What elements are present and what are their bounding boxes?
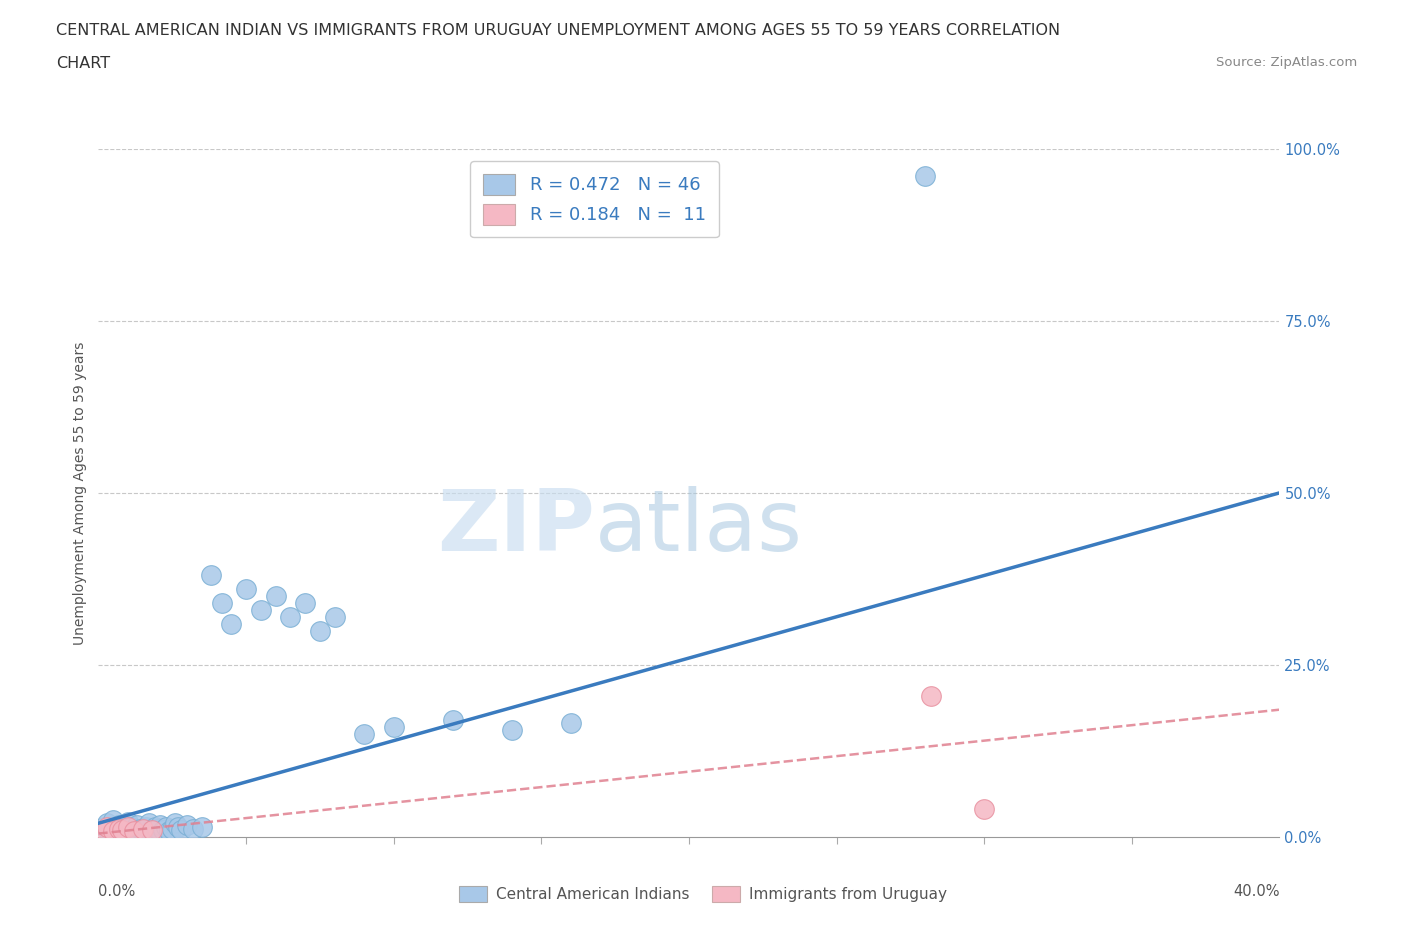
Point — [138, 816, 160, 830]
Point — [111, 823, 134, 838]
Point — [278, 609, 302, 624]
Point — [176, 817, 198, 832]
Point — [294, 595, 316, 610]
Point — [111, 821, 134, 836]
Point — [155, 819, 177, 834]
Text: 40.0%: 40.0% — [1233, 884, 1279, 898]
Point — [441, 712, 464, 727]
Point — [108, 821, 131, 836]
Point — [120, 819, 142, 834]
Point — [105, 826, 128, 841]
Point — [914, 169, 936, 184]
Text: CENTRAL AMERICAN INDIAN VS IMMIGRANTS FROM URUGUAY UNEMPLOYMENT AMONG AGES 55 TO: CENTRAL AMERICAN INDIAN VS IMMIGRANTS FR… — [56, 23, 1060, 38]
Point — [250, 603, 273, 618]
Legend: Central American Indians, Immigrants from Uruguay: Central American Indians, Immigrants fro… — [453, 880, 953, 909]
Point — [93, 819, 115, 834]
Point — [114, 824, 136, 839]
Point — [128, 821, 150, 836]
Point — [96, 819, 118, 834]
Point — [117, 819, 139, 834]
Point — [191, 819, 214, 834]
Point — [117, 815, 139, 830]
Point — [108, 817, 131, 832]
Point — [162, 821, 183, 836]
Y-axis label: Unemployment Among Ages 55 to 59 years: Unemployment Among Ages 55 to 59 years — [73, 341, 87, 644]
Point — [141, 823, 163, 838]
Point — [973, 802, 995, 817]
Point — [211, 595, 233, 610]
Point — [264, 589, 287, 604]
Point — [143, 819, 166, 834]
Legend: R = 0.472   N = 46, R = 0.184   N =  11: R = 0.472 N = 46, R = 0.184 N = 11 — [471, 161, 718, 237]
Point — [235, 582, 257, 597]
Point — [165, 816, 187, 830]
Point — [170, 823, 193, 838]
Point — [103, 813, 125, 828]
Text: atlas: atlas — [595, 485, 803, 569]
Text: ZIP: ZIP — [437, 485, 595, 569]
Point — [382, 720, 405, 735]
Point — [157, 824, 180, 839]
Point — [135, 819, 157, 834]
Point — [560, 716, 582, 731]
Point — [122, 823, 145, 838]
Text: 0.0%: 0.0% — [98, 884, 135, 898]
Text: CHART: CHART — [56, 56, 110, 71]
Point — [152, 823, 174, 838]
Point — [122, 824, 145, 839]
Point — [93, 823, 115, 838]
Point — [125, 817, 148, 832]
Text: Source: ZipAtlas.com: Source: ZipAtlas.com — [1216, 56, 1357, 69]
Point — [167, 819, 190, 834]
Point — [200, 568, 222, 583]
Point — [141, 823, 163, 838]
Point — [920, 688, 942, 703]
Point — [323, 609, 346, 624]
Point — [146, 821, 169, 836]
Point — [96, 816, 118, 830]
Point — [132, 821, 155, 836]
Point — [501, 723, 523, 737]
Point — [181, 821, 204, 836]
Point — [98, 823, 121, 838]
Point — [132, 824, 155, 839]
Point — [103, 824, 125, 839]
Point — [149, 817, 172, 832]
Point — [219, 617, 242, 631]
Point — [309, 623, 332, 638]
Point — [353, 726, 375, 741]
